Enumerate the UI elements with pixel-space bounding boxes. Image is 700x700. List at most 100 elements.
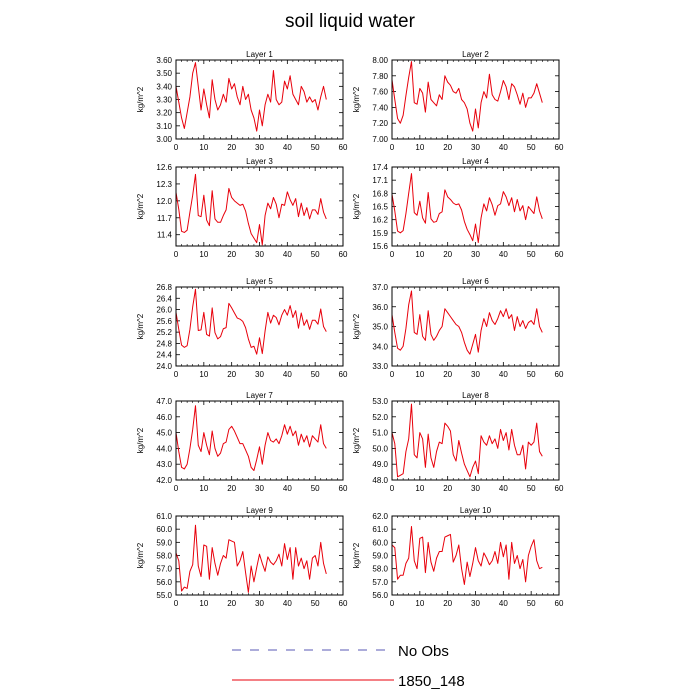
x-tick-label: 30 — [471, 599, 480, 608]
x-tick-label: 40 — [499, 143, 508, 152]
panel-title: Layer 4 — [462, 157, 489, 166]
y-tick-label: 11.7 — [157, 214, 173, 223]
y-tick-label: 48.0 — [372, 476, 388, 485]
y-tick-label: 45.0 — [156, 429, 172, 438]
series-line — [391, 173, 543, 243]
x-tick-label: 0 — [174, 599, 179, 608]
panel-layer-6: Layer 6 kg/m^2 0 10 20 30 40 50 60 33.0 34.0 35.0 36… — [352, 277, 564, 379]
x-tick-label: 60 — [555, 599, 564, 608]
y-tick-label: 7.40 — [372, 103, 388, 112]
plot-frame — [391, 515, 560, 596]
y-axis-label: kg/m^2 — [136, 427, 145, 453]
y-tick-label: 51.0 — [372, 429, 388, 438]
panel-layer-5: Layer 5 kg/m^2 0 10 20 30 40 50 60 24.0 24.4 24.8 25… — [136, 277, 348, 379]
panel-title: Layer 9 — [246, 506, 273, 515]
y-tick-label: 33.0 — [372, 362, 388, 371]
x-tick-label: 40 — [283, 250, 292, 259]
y-tick-label: 24.4 — [156, 351, 172, 360]
x-tick-label: 60 — [555, 484, 564, 493]
panel-layer-7: Layer 7 kg/m^2 0 10 20 30 40 50 60 42.0 43.0 44.0 45… — [136, 391, 348, 493]
x-tick-label: 10 — [415, 370, 424, 379]
y-tick-label: 7.20 — [372, 119, 388, 128]
x-tick-label: 40 — [283, 143, 292, 152]
x-tick-label: 30 — [471, 143, 480, 152]
plot-frame — [391, 166, 560, 247]
x-tick-label: 50 — [311, 599, 320, 608]
x-tick-label: 40 — [283, 484, 292, 493]
y-tick-label: 37.0 — [372, 283, 388, 292]
series-line — [391, 526, 543, 585]
x-tick-label: 20 — [443, 143, 452, 152]
x-tick-label: 50 — [527, 599, 536, 608]
x-tick-label: 40 — [283, 599, 292, 608]
y-tick-label: 26.8 — [156, 283, 172, 292]
y-axis-label: kg/m^2 — [136, 313, 145, 339]
y-tick-label: 56.0 — [156, 578, 172, 587]
series-line — [175, 405, 327, 472]
x-tick-label: 40 — [499, 370, 508, 379]
x-tick-label: 50 — [527, 484, 536, 493]
y-tick-label: 36.0 — [372, 303, 388, 312]
x-tick-label: 50 — [311, 370, 320, 379]
y-axis-label: kg/m^2 — [136, 542, 145, 568]
y-tick-label: 60.0 — [372, 538, 388, 547]
y-tick-label: 52.0 — [372, 413, 388, 422]
x-tick-label: 30 — [255, 599, 264, 608]
series-line — [391, 290, 543, 355]
x-tick-label: 10 — [199, 143, 208, 152]
panel-title: Layer 10 — [460, 506, 492, 515]
y-tick-label: 58.0 — [372, 565, 388, 574]
plot-frame — [175, 515, 344, 596]
y-tick-label: 7.00 — [372, 135, 388, 144]
panel-title: Layer 6 — [462, 277, 489, 286]
x-tick-label: 40 — [499, 484, 508, 493]
x-tick-label: 50 — [527, 250, 536, 259]
x-tick-label: 10 — [415, 599, 424, 608]
y-tick-label: 8.00 — [372, 56, 388, 65]
series-line — [175, 524, 327, 593]
y-tick-label: 17.1 — [372, 176, 388, 185]
y-tick-label: 61.0 — [156, 512, 172, 521]
panel-layer-10: Layer 10 kg/m^2 0 10 20 30 40 50 60 56.0 57.0 58.0 5… — [352, 506, 564, 608]
x-tick-label: 20 — [443, 484, 452, 493]
y-tick-label: 7.80 — [372, 72, 388, 81]
x-tick-label: 10 — [199, 370, 208, 379]
plot-frame — [175, 286, 344, 367]
series-line — [175, 173, 327, 246]
x-tick-label: 40 — [499, 250, 508, 259]
figure-title: soil liquid water — [285, 11, 416, 32]
y-tick-label: 3.50 — [156, 69, 172, 78]
series-line — [391, 403, 543, 478]
x-tick-label: 0 — [174, 484, 179, 493]
y-tick-label: 57.0 — [156, 565, 172, 574]
y-tick-label: 61.0 — [372, 525, 388, 534]
y-axis-label: kg/m^2 — [136, 86, 145, 112]
x-tick-label: 20 — [227, 370, 236, 379]
y-tick-label: 3.40 — [156, 82, 172, 91]
x-tick-label: 0 — [390, 484, 395, 493]
x-tick-label: 30 — [471, 250, 480, 259]
y-tick-label: 35.0 — [372, 323, 388, 332]
x-tick-label: 30 — [471, 370, 480, 379]
panel-layer-1: Layer 1 kg/m^2 0 10 20 30 40 50 60 3.00 3.10 3.20 3.… — [136, 50, 348, 152]
plot-frame — [391, 59, 560, 140]
x-tick-label: 50 — [311, 143, 320, 152]
panels: Layer 1 kg/m^2 0 10 20 30 40 50 60 3.00 3.10 3.20 3.… — [136, 50, 564, 608]
x-tick-label: 50 — [527, 370, 536, 379]
y-axis-label: kg/m^2 — [352, 313, 361, 339]
y-tick-label: 26.0 — [156, 306, 172, 315]
y-tick-label: 24.8 — [156, 339, 172, 348]
panel-layer-4: Layer 4 kg/m^2 0 10 20 30 40 50 60 15.6 15.9 16.2 16… — [352, 157, 564, 259]
panel-title: Layer 1 — [246, 50, 273, 59]
y-tick-label: 15.6 — [372, 242, 388, 251]
x-tick-label: 0 — [174, 143, 179, 152]
panel-layer-3: Layer 3 kg/m^2 0 10 20 30 40 50 60 11.4 11.7 12.0 12… — [136, 157, 348, 259]
y-tick-label: 3.60 — [156, 56, 172, 65]
x-tick-label: 50 — [527, 143, 536, 152]
series-line — [175, 62, 327, 132]
y-tick-label: 56.0 — [372, 591, 388, 600]
panel-title: Layer 3 — [246, 157, 273, 166]
x-tick-label: 10 — [199, 599, 208, 608]
y-tick-label: 46.0 — [156, 413, 172, 422]
y-tick-label: 15.9 — [372, 229, 388, 238]
